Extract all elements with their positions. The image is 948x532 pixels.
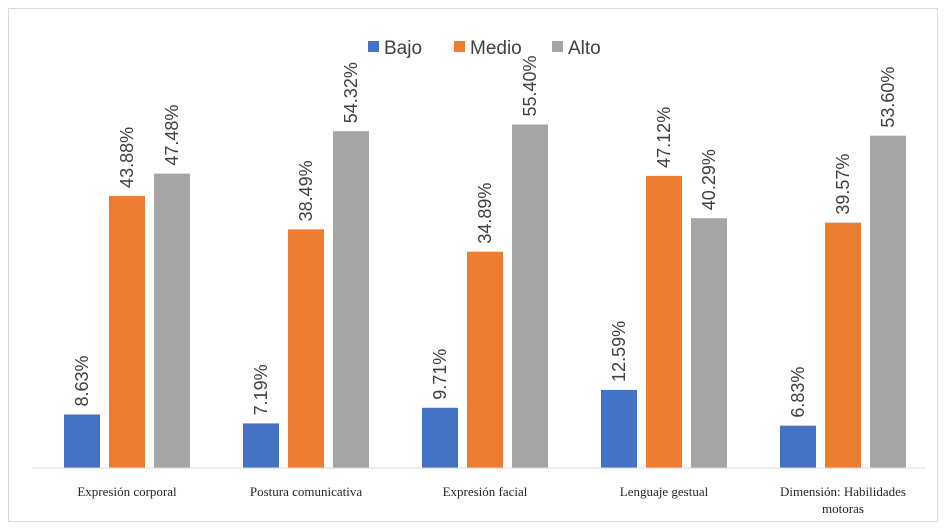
legend: Bajo Medio Alto xyxy=(368,38,601,59)
data-label-medio-3: 47.12% xyxy=(654,107,674,168)
bar-medio-0 xyxy=(109,195,145,468)
category-label-1: Postura comunicativa xyxy=(250,484,363,499)
data-label-medio-2: 34.89% xyxy=(475,183,495,244)
data-label-bajo-0: 8.63% xyxy=(72,355,92,406)
bar-alto-4 xyxy=(870,135,906,468)
legend-swatch-bajo xyxy=(368,41,379,52)
bar-medio-2 xyxy=(467,251,503,468)
data-label-medio-0: 43.88% xyxy=(117,127,137,188)
bar-medio-4 xyxy=(825,222,861,468)
bars-layer xyxy=(64,124,906,469)
bar-bajo-2 xyxy=(422,407,458,468)
data-label-alto-0: 47.48% xyxy=(162,105,182,166)
category-label-3: Lenguaje gestual xyxy=(620,484,709,499)
data-label-bajo-1: 7.19% xyxy=(251,364,271,415)
data-label-alto-1: 54.32% xyxy=(341,62,361,123)
legend-label-bajo: Bajo xyxy=(384,38,422,59)
legend-label-medio: Medio xyxy=(470,38,522,59)
data-label-alto-4: 53.60% xyxy=(878,67,898,128)
bar-bajo-0 xyxy=(64,414,100,468)
category-labels-layer: Expresión corporal Postura comunicativa Ex… xyxy=(77,484,906,516)
legend-swatch-medio xyxy=(454,41,465,52)
bar-bajo-3 xyxy=(601,389,637,468)
data-label-bajo-2: 9.71% xyxy=(430,349,450,400)
bar-medio-1 xyxy=(288,229,324,468)
bar-alto-1 xyxy=(333,131,369,468)
legend-swatch-alto xyxy=(552,41,563,52)
bar-alto-2 xyxy=(512,124,548,469)
category-label-4: Dimensión: Habilidades xyxy=(780,484,906,499)
bar-alto-3 xyxy=(691,218,727,468)
category-label-2: Expresión facial xyxy=(443,484,528,499)
category-label-4-line-1: motoras xyxy=(822,501,864,516)
bar-medio-3 xyxy=(646,175,682,468)
data-label-medio-4: 39.57% xyxy=(833,154,853,215)
data-label-alto-3: 40.29% xyxy=(699,149,719,210)
data-label-alto-2: 55.40% xyxy=(520,55,540,116)
data-labels-layer: 8.63% 43.88% 47.48% 7.19% 38.49% 54.32% 9.71% 3… xyxy=(72,55,898,417)
bar-bajo-4 xyxy=(780,425,816,468)
bar-alto-0 xyxy=(154,173,190,468)
category-label-0: Expresión corporal xyxy=(77,484,177,499)
data-label-medio-1: 38.49% xyxy=(296,160,316,221)
bar-bajo-1 xyxy=(243,423,279,468)
legend-label-alto: Alto xyxy=(568,38,601,59)
data-label-bajo-4: 6.83% xyxy=(788,367,808,418)
data-label-bajo-3: 12.59% xyxy=(609,321,629,382)
